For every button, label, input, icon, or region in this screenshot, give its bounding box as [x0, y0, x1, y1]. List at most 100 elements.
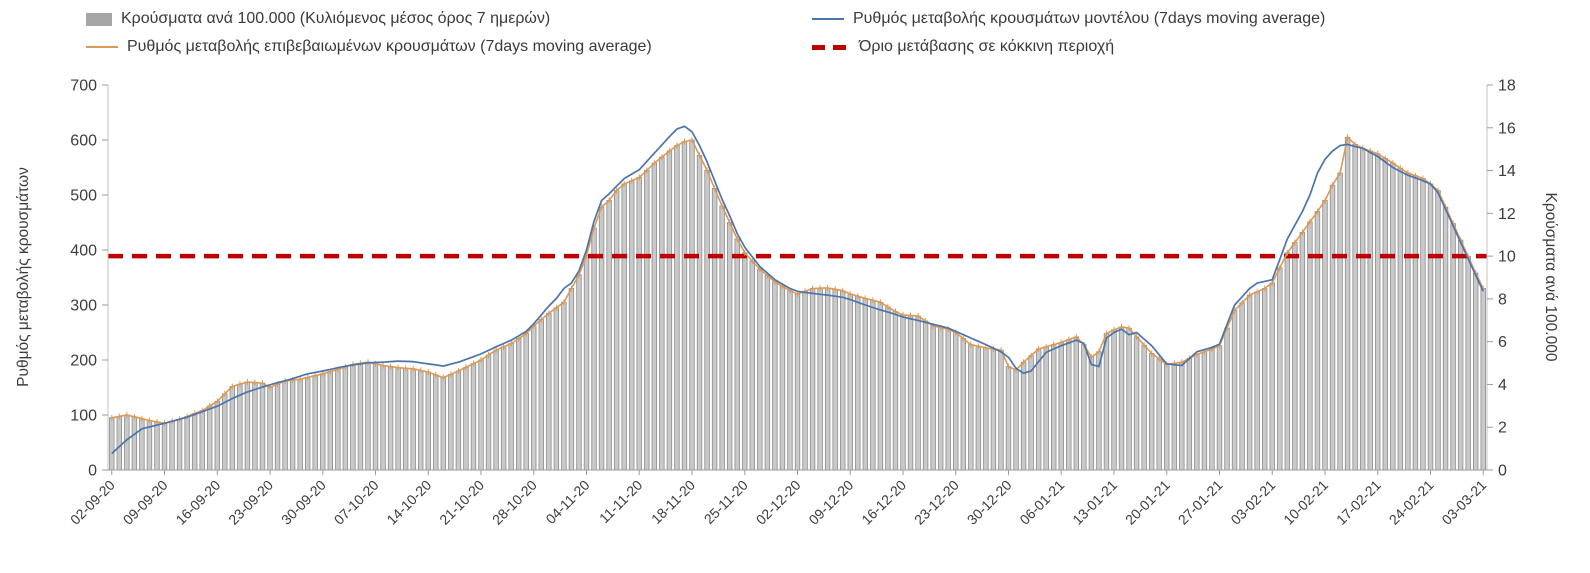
bar	[131, 416, 138, 471]
bar	[380, 365, 386, 471]
bar	[1442, 206, 1449, 471]
bar	[1028, 355, 1034, 471]
confirmed-rate-series	[111, 134, 1484, 427]
x-axis-tick-label: 20-01-21	[1122, 477, 1173, 528]
bar	[1367, 150, 1373, 471]
bar	[1329, 184, 1336, 471]
bar	[953, 332, 959, 471]
bar	[1179, 361, 1185, 471]
bar	[568, 288, 575, 471]
bar	[757, 268, 763, 471]
bar	[433, 374, 439, 471]
bar	[1066, 339, 1072, 471]
bar	[742, 252, 748, 471]
bar	[847, 293, 853, 471]
right-axis-tick-label: 16	[1498, 120, 1516, 137]
bar	[553, 307, 560, 471]
x-axis-tick-label: 21-10-20	[436, 477, 487, 528]
bar	[877, 301, 884, 471]
legend-item-threshold: Όριο μετάβασης σε κόκκινη περιοχή	[812, 38, 1114, 56]
bar	[169, 420, 175, 471]
legend-label-model-rate: Ρυθμός μεταβολής κρουσμάτων μοντέλου (7d…	[853, 10, 1326, 27]
bar	[561, 301, 567, 471]
bar	[1043, 346, 1049, 471]
bar	[1209, 348, 1215, 471]
right-axis-tick-label: 10	[1498, 249, 1516, 266]
legend-item-cases-bars: Κρούσματα ανά 100.000 (Κυλιόμενος μέσος …	[86, 10, 550, 28]
right-axis-tick-label: 4	[1498, 377, 1507, 394]
bar	[666, 150, 673, 471]
bar	[365, 361, 371, 471]
legend-label-cases-bars: Κρούσματα ανά 100.000 (Κυλιόμενος μέσος …	[121, 10, 551, 27]
bar	[1352, 143, 1358, 471]
bar	[975, 345, 982, 471]
x-axis-tick-label: 10-02-21	[1280, 477, 1331, 528]
bar	[1156, 358, 1162, 471]
bar	[1126, 327, 1132, 471]
bar	[1465, 256, 1471, 471]
x-axis-tick-label: 11-11-20	[596, 477, 646, 527]
bar	[1051, 344, 1057, 471]
x-axis-tick-label: 13-01-21	[1069, 477, 1120, 528]
x-axis-tick-label: 30-09-20	[278, 477, 329, 528]
bar	[1269, 282, 1275, 471]
right-axis-tick-label: 18	[1498, 78, 1516, 95]
x-axis-tick-label: 23-09-20	[225, 477, 276, 528]
left-axis-title: Ρυθμός μεταβολής κρουσμάτων	[15, 167, 32, 387]
bar	[1194, 354, 1200, 471]
bar	[968, 344, 974, 471]
right-axis-tick-label: 6	[1498, 334, 1507, 351]
bar	[855, 295, 861, 471]
bar	[832, 288, 838, 471]
bar	[1412, 175, 1419, 471]
bar	[598, 206, 605, 471]
bar	[259, 382, 266, 471]
bar	[531, 325, 537, 471]
bar	[1314, 211, 1321, 471]
bar	[1390, 162, 1396, 471]
bar	[583, 255, 590, 471]
bar	[1096, 351, 1102, 471]
bar	[907, 315, 914, 471]
bar	[425, 371, 431, 471]
bar	[342, 366, 349, 471]
bar	[621, 183, 627, 471]
bar	[704, 169, 710, 471]
bar	[719, 205, 725, 471]
right-axis-title: Κρούσματα ανά 100.000	[1542, 192, 1559, 362]
bar	[282, 380, 288, 471]
bar	[1427, 183, 1434, 471]
x-axis-tick-label: 30-12-20	[964, 477, 1015, 528]
bar	[591, 227, 597, 471]
bar	[1216, 345, 1223, 471]
bar	[455, 370, 462, 471]
bar	[538, 319, 544, 471]
bar	[1148, 352, 1155, 471]
bar	[184, 416, 190, 471]
bar	[930, 325, 936, 471]
bar	[1118, 326, 1125, 471]
bar	[1035, 348, 1042, 471]
bar	[1186, 357, 1193, 471]
bar	[335, 368, 341, 471]
bar	[350, 363, 356, 471]
x-axis-tick-label: 23-12-20	[911, 477, 962, 528]
x-axis-tick-label: 28-10-20	[489, 477, 540, 528]
bar	[508, 343, 514, 471]
bar	[124, 414, 130, 471]
legend-item-model-rate: Ρυθμός μεταβολής κρουσμάτων μοντέλου (7d…	[812, 10, 1325, 28]
bar	[199, 410, 205, 471]
x-axis-tick-label: 06-01-21	[1016, 477, 1067, 528]
bar	[1480, 288, 1486, 471]
bar	[161, 422, 168, 471]
bar	[244, 381, 251, 471]
bar	[1322, 200, 1328, 471]
bar	[802, 290, 808, 471]
bar	[772, 281, 778, 471]
bar	[1013, 369, 1019, 471]
x-axis-tick-label: 09-09-20	[120, 477, 171, 528]
left-axis-tick-label: 500	[70, 188, 97, 205]
bar	[1435, 190, 1441, 471]
